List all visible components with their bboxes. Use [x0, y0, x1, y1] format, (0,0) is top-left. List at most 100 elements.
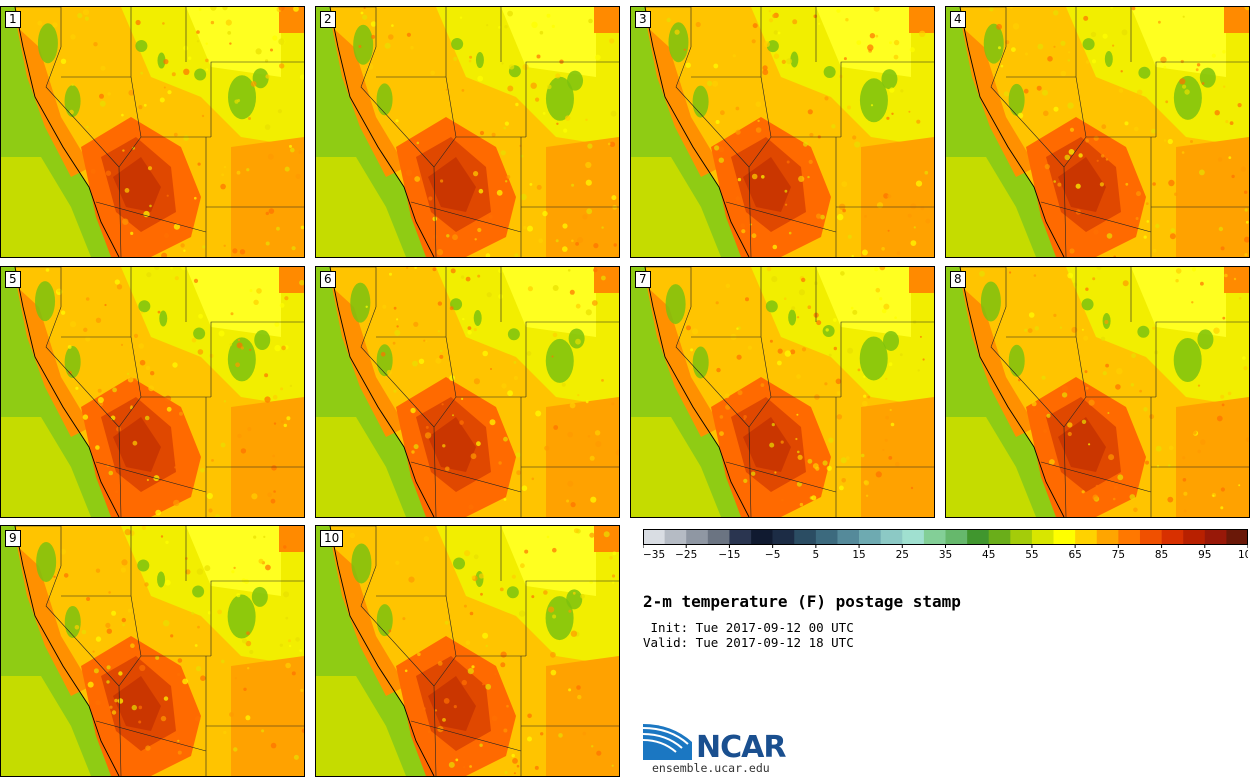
ocean-south — [946, 417, 1036, 517]
member-number-label: 4 — [950, 11, 966, 28]
texture-speck — [1160, 56, 1167, 63]
texture-speck — [531, 595, 535, 599]
texture-speck — [107, 92, 111, 96]
texture-speck — [205, 68, 209, 71]
mountain-area — [822, 325, 835, 338]
texture-speck — [386, 369, 392, 375]
hottest-core — [743, 417, 791, 472]
texture-speck — [124, 528, 131, 536]
texture-speck — [511, 574, 516, 579]
state-border — [525, 580, 619, 656]
texture-speck — [888, 362, 893, 367]
central-valley — [332, 27, 406, 177]
texture-speck — [452, 234, 458, 241]
texture-speck — [396, 325, 399, 328]
ensemble-member-panel-5[interactable]: 5 — [0, 266, 305, 518]
ensemble-member-panel-9[interactable]: 9 — [0, 525, 305, 777]
texture-speck — [522, 64, 529, 71]
texture-speck — [1196, 63, 1201, 67]
ensemble-member-panel-3[interactable]: 3 — [630, 6, 935, 258]
texture-speck — [464, 550, 471, 557]
texture-speck — [792, 19, 798, 25]
texture-speck — [396, 318, 399, 321]
mountain-area — [135, 39, 148, 52]
texture-speck — [300, 225, 304, 230]
ensemble-member-panel-4[interactable]: 4 — [945, 6, 1250, 258]
hottest-core — [428, 157, 476, 212]
warm-region — [546, 656, 619, 776]
ensemble-member-panel-8[interactable]: 8 — [945, 266, 1250, 518]
texture-speck — [1085, 138, 1089, 143]
texture-speck — [423, 536, 430, 542]
texture-speck — [1168, 464, 1171, 467]
texture-speck — [288, 639, 291, 643]
texture-speck — [448, 761, 455, 768]
texture-speck — [1158, 20, 1161, 24]
ncar-logo-icon[interactable] — [642, 720, 802, 776]
texture-speck — [909, 47, 915, 53]
texture-speck — [130, 231, 134, 235]
temperature-map — [1, 7, 304, 257]
state-border — [95, 461, 207, 493]
texture-speck — [195, 666, 202, 672]
ensemble-member-panel-2[interactable]: 2 — [315, 6, 620, 258]
texture-speck — [108, 591, 111, 594]
ensemble-url[interactable]: ensemble.ucar.edu — [652, 761, 770, 775]
temperature-colorbar: −35−25−15−55152535455565758595105115 — [643, 529, 1248, 561]
texture-speck — [182, 678, 189, 685]
texture-speck — [237, 99, 241, 102]
texture-speck — [919, 335, 922, 338]
texture-speck — [1081, 328, 1084, 331]
texture-speck — [164, 233, 169, 239]
texture-speck — [551, 355, 554, 358]
texture-speck — [979, 270, 985, 277]
ensemble-member-panel-6[interactable]: 6 — [315, 266, 620, 518]
texture-speck — [591, 745, 594, 748]
texture-speck — [118, 671, 123, 676]
texture-speck — [589, 532, 595, 538]
ensemble-member-panel-7[interactable]: 7 — [630, 266, 935, 518]
texture-speck — [67, 345, 72, 349]
state-border — [1155, 321, 1249, 397]
texture-speck — [278, 38, 285, 45]
texture-speck — [503, 436, 508, 442]
texture-speck — [740, 223, 746, 229]
state-border — [525, 321, 619, 397]
texture-speck — [836, 391, 841, 396]
texture-speck — [222, 7, 228, 11]
texture-speck — [164, 395, 172, 402]
texture-speck — [712, 80, 719, 87]
ensemble-member-panel-10[interactable]: 10 — [315, 525, 620, 777]
texture-speck — [191, 337, 197, 343]
texture-speck — [289, 384, 293, 388]
texture-speck — [358, 45, 362, 48]
texture-speck — [1229, 121, 1234, 125]
texture-speck — [132, 440, 138, 446]
texture-speck — [538, 238, 543, 243]
texture-speck — [465, 276, 471, 282]
texture-speck — [133, 333, 139, 338]
texture-speck — [291, 671, 296, 676]
texture-speck — [807, 305, 812, 309]
texture-speck — [249, 649, 254, 655]
texture-speck — [138, 720, 142, 724]
ensemble-member-panel-1[interactable]: 1 — [0, 6, 305, 258]
texture-speck — [486, 292, 492, 298]
colorbar-swatch — [707, 529, 730, 545]
coastline — [959, 7, 1065, 257]
texture-speck — [751, 39, 756, 44]
coastline — [14, 267, 120, 517]
texture-speck — [1163, 65, 1167, 69]
texture-speck — [507, 85, 514, 92]
warm-corner — [1224, 7, 1249, 33]
state-border — [410, 201, 522, 233]
state-border — [675, 7, 752, 257]
texture-speck — [686, 325, 691, 331]
colorbar-swatch — [945, 529, 968, 545]
texture-speck — [552, 547, 557, 553]
warm-corner — [594, 267, 619, 293]
texture-speck — [444, 620, 449, 625]
texture-speck — [1067, 431, 1072, 437]
texture-speck — [768, 10, 771, 13]
texture-speck — [253, 299, 259, 305]
